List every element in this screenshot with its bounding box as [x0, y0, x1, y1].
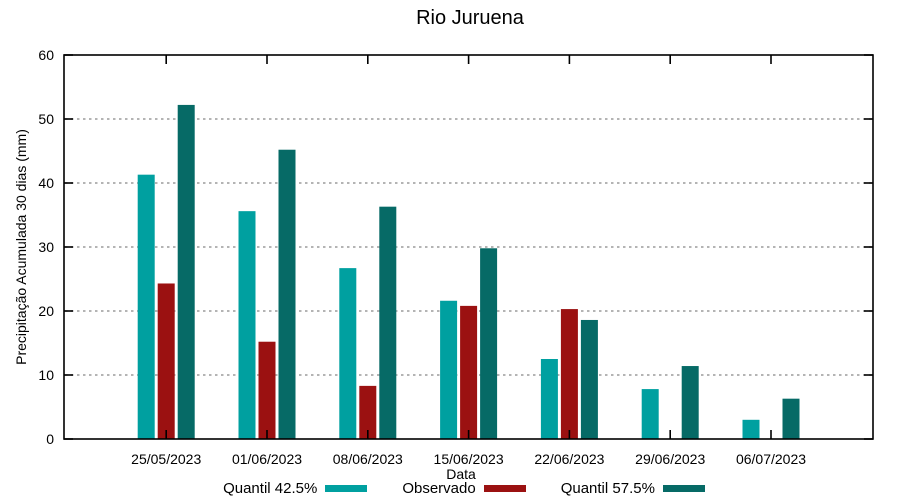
legend: Quantil 42.5% Observado Quantil 57.5% — [14, 480, 900, 497]
bar-s1-c4 — [560, 309, 578, 439]
legend-item-quantil-57-5: Quantil 57.5% — [561, 480, 705, 497]
bar-s2-c2 — [379, 206, 397, 439]
legend-swatch-quantil-57-5 — [662, 485, 705, 492]
bar-s1-c3 — [460, 305, 478, 439]
bar-s2-c1 — [278, 149, 296, 439]
legend-label: Quantil 42.5% — [223, 480, 318, 497]
bar-s0-c4 — [540, 359, 558, 439]
bar-s2-c4 — [580, 319, 598, 439]
bar-s1-c2 — [359, 385, 377, 439]
legend-swatch-observado — [483, 485, 526, 492]
x-tick-label: 06/07/2023 — [736, 451, 806, 467]
y-tick-label: 10 — [38, 367, 54, 383]
x-tick-label: 29/06/2023 — [635, 451, 705, 467]
y-tick-label: 60 — [38, 47, 54, 63]
bar-s1-c0 — [157, 283, 175, 439]
y-tick-label: 0 — [46, 431, 54, 447]
legend-item-observado: Observado — [402, 480, 526, 497]
bar-s2-c6 — [782, 398, 800, 439]
bar-s0-c2 — [339, 268, 357, 439]
x-tick-label: 15/06/2023 — [434, 451, 504, 467]
legend-label: Quantil 57.5% — [560, 480, 655, 497]
y-tick-label: 40 — [38, 175, 54, 191]
legend-label: Observado — [402, 480, 476, 497]
y-tick-label: 50 — [38, 111, 54, 127]
x-tick-label: 01/06/2023 — [232, 451, 302, 467]
bar-s0-c5 — [641, 389, 659, 439]
bar-s2-c0 — [177, 104, 195, 440]
legend-item-quantil-42-5: Quantil 42.5% — [223, 480, 368, 497]
bar-s2-c3 — [480, 248, 498, 439]
bar-s0-c3 — [440, 300, 458, 439]
bar-s1-c1 — [258, 341, 276, 439]
y-tick-label: 30 — [38, 239, 54, 255]
x-tick-label: 22/06/2023 — [534, 451, 604, 467]
x-tick-label: 08/06/2023 — [333, 451, 403, 467]
legend-swatch-quantil-42-5 — [325, 485, 368, 492]
bar-s0-c1 — [238, 211, 256, 439]
x-tick-label: 25/05/2023 — [131, 451, 201, 467]
bar-s0-c0 — [137, 174, 155, 439]
bar-s2-c5 — [681, 366, 699, 439]
x-axis-label: Data — [446, 466, 476, 482]
y-tick-label: 20 — [38, 303, 54, 319]
bar-s0-c6 — [742, 419, 760, 439]
chart-title: Rio Juruena — [416, 7, 524, 29]
